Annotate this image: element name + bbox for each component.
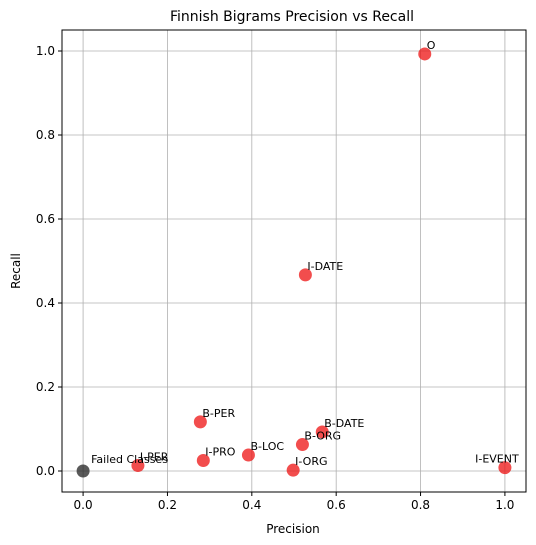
x-tick-label: 0.8: [411, 498, 430, 512]
point-label: B-PER: [202, 407, 235, 420]
data-points: [76, 47, 512, 478]
axis-ticks: 0.0 0.2 0.4 0.6 0.8 1.0 0.0 0.2 0.4 0.6 0.8 1.0: [36, 44, 515, 512]
x-tick-label: 0.4: [242, 498, 261, 512]
point-label: I-ORG: [295, 455, 327, 468]
grid-lines: [62, 30, 526, 492]
data-point: [298, 268, 312, 282]
y-tick-label: 0.8: [36, 128, 55, 142]
point-label: I-PRO: [205, 446, 235, 459]
data-point: [241, 448, 255, 462]
data-point: [193, 415, 207, 429]
x-tick-label: 0.2: [158, 498, 177, 512]
x-axis-label: Precision: [266, 522, 320, 536]
point-label: B-ORG: [304, 430, 341, 443]
data-point: [498, 461, 512, 475]
y-tick-label: 0.0: [36, 464, 55, 478]
x-tick-label: 0.0: [74, 498, 93, 512]
x-tick-label: 1.0: [495, 498, 514, 512]
point-label: B-LOC: [250, 440, 284, 453]
plot-frame: [61, 29, 527, 493]
point-label: I-PER: [140, 451, 169, 464]
data-point: [418, 47, 432, 61]
y-tick-label: 0.6: [36, 212, 55, 226]
data-point: [315, 425, 329, 439]
y-tick-label: 1.0: [36, 44, 55, 58]
y-axis-label: Recall: [9, 253, 23, 289]
point-label: B-DATE: [324, 417, 364, 430]
chart-title: Finnish Bigrams Precision vs Recall: [170, 9, 414, 25]
point-label: I-DATE: [307, 260, 343, 273]
failed-classes-point: [76, 464, 90, 478]
data-point: [295, 438, 309, 452]
y-tick-label: 0.4: [36, 296, 55, 310]
point-label: O: [427, 39, 436, 52]
failed-classes-label: Failed Classes: [91, 453, 168, 466]
point-label: I-EVENT: [475, 453, 519, 466]
data-point: [196, 454, 210, 467]
y-tick-label: 0.2: [36, 380, 55, 394]
x-tick-label: 0.6: [327, 498, 346, 512]
data-point: [286, 463, 300, 477]
data-point: [131, 459, 145, 473]
